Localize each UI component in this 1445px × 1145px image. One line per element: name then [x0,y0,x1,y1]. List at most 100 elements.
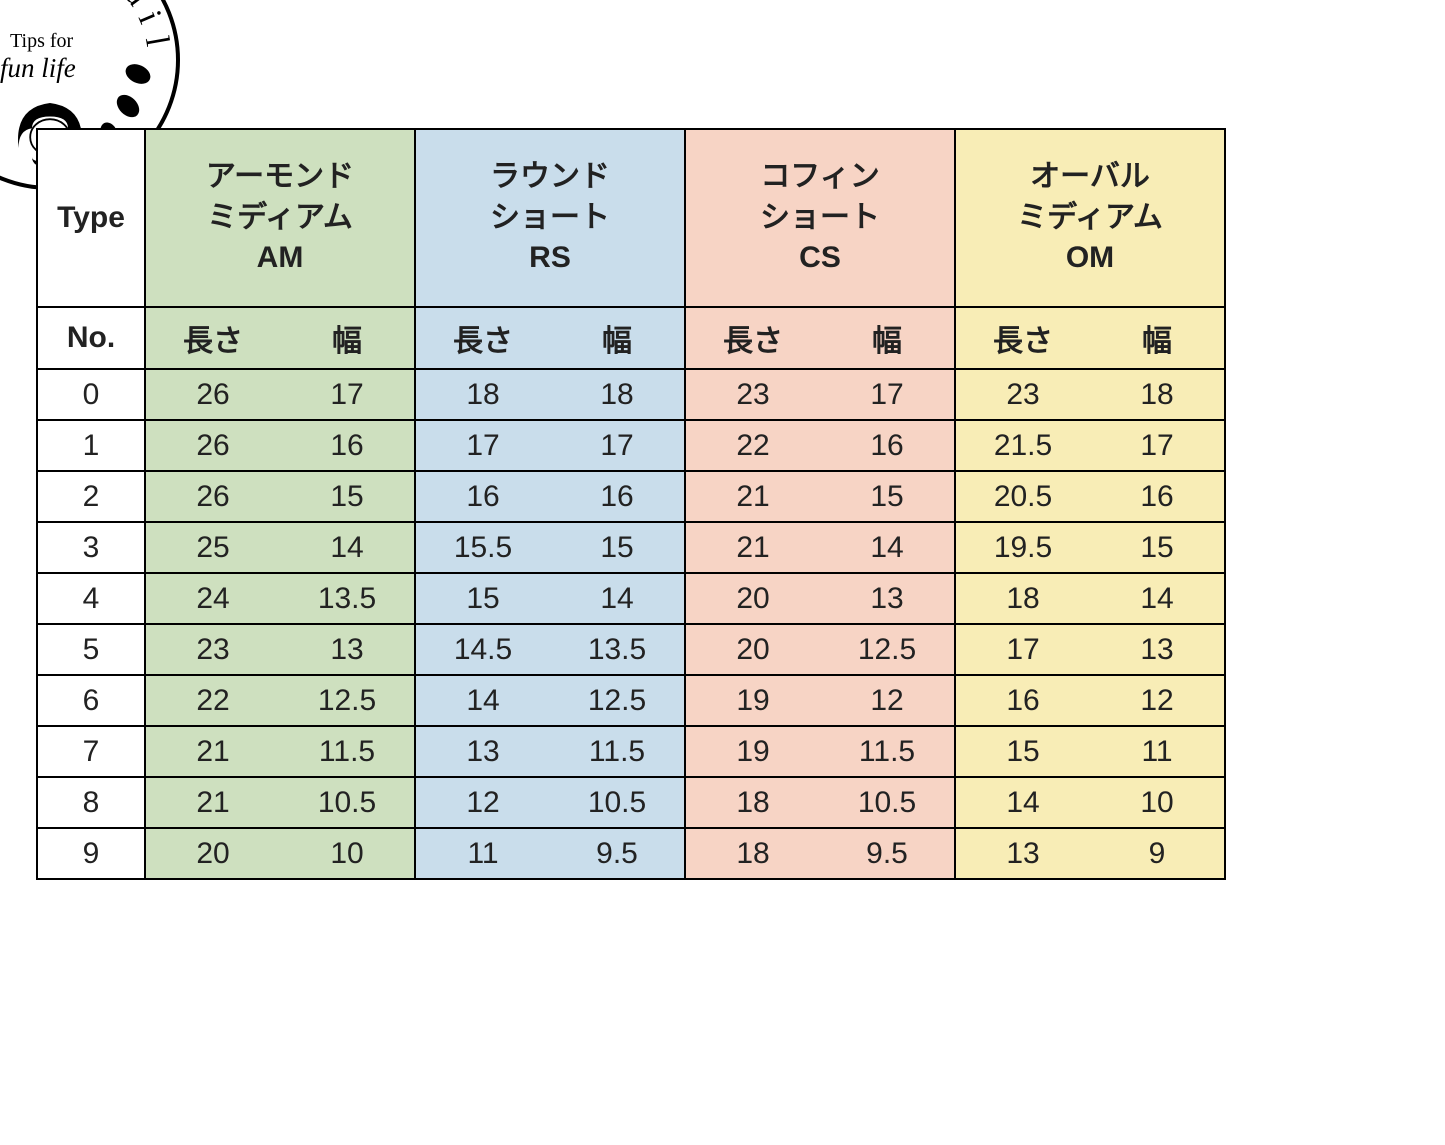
cell-length: 19 [685,675,820,726]
cell-length: 24 [145,573,280,624]
cell-length: 23 [685,369,820,420]
table-row: 126161717221621.517 [37,420,1225,471]
cell-width: 16 [820,420,955,471]
cell-width: 16 [1090,471,1225,522]
cell-length: 14.5 [415,624,550,675]
cell-length: 23 [955,369,1090,420]
type-code: AM [146,238,414,279]
cell-length: 11 [415,828,550,879]
cell-length: 21 [145,777,280,828]
cell-width: 14 [280,522,415,573]
type-code: CS [686,238,954,279]
length-header: 長さ [415,307,550,369]
cell-width: 15 [820,471,955,522]
cell-width: 10.5 [280,777,415,828]
cell-width: 18 [1090,369,1225,420]
cell-length: 15 [955,726,1090,777]
type-jp2: ミディアム [146,198,414,239]
cell-width: 13.5 [280,573,415,624]
cell-width: 11.5 [550,726,685,777]
type-code: RS [416,238,684,279]
row-no: 9 [37,828,145,879]
cell-length: 21 [145,726,280,777]
cell-length: 16 [415,471,550,522]
cell-length: 20 [685,624,820,675]
cell-length: 21.5 [955,420,1090,471]
cell-length: 17 [415,420,550,471]
type-jp1: オーバル [956,157,1224,198]
cell-length: 21 [685,522,820,573]
row-no: 2 [37,471,145,522]
cell-length: 20 [685,573,820,624]
cell-length: 26 [145,369,280,420]
cell-width: 12.5 [550,675,685,726]
cell-width: 11 [1090,726,1225,777]
type-header: Type [37,129,145,307]
table-row: 82110.51210.51810.51410 [37,777,1225,828]
cell-length: 13 [955,828,1090,879]
table-row: 3251415.515211419.515 [37,522,1225,573]
cell-width: 10.5 [550,777,685,828]
cell-width: 14 [550,573,685,624]
table-row: 92010119.5189.5139 [37,828,1225,879]
cell-width: 13 [820,573,955,624]
length-header: 長さ [955,307,1090,369]
table-row: 5231314.513.52012.51713 [37,624,1225,675]
cell-width: 14 [1090,573,1225,624]
table-row: 62212.51412.519121612 [37,675,1225,726]
cell-length: 15 [415,573,550,624]
logo-arc-char: l [137,33,176,49]
logo-tips-line2: fun life [0,53,76,84]
type-code: OM [956,238,1224,279]
size-chart-table-container: TypeアーモンドミディアムAMラウンドショートRSコフィンショートCSオーバル… [36,128,1222,880]
logo-tips-line1: Tips for [10,30,73,53]
cell-width: 18 [550,369,685,420]
cell-width: 14 [820,522,955,573]
length-header: 長さ [145,307,280,369]
width-header: 幅 [820,307,955,369]
row-no: 4 [37,573,145,624]
cell-length: 15.5 [415,522,550,573]
cell-width: 9.5 [550,828,685,879]
table-row: 42413.5151420131814 [37,573,1225,624]
cell-length: 26 [145,420,280,471]
type-jp2: ミディアム [956,198,1224,239]
cell-width: 12 [1090,675,1225,726]
type-col-header: ラウンドショートRS [415,129,685,307]
no-header: No. [37,307,145,369]
cell-width: 17 [820,369,955,420]
cell-length: 14 [955,777,1090,828]
type-jp1: アーモンド [146,157,414,198]
cell-width: 12 [820,675,955,726]
cell-width: 13.5 [550,624,685,675]
type-jp2: ショート [416,198,684,239]
size-chart-table: TypeアーモンドミディアムAMラウンドショートRSコフィンショートCSオーバル… [36,128,1226,880]
cell-length: 20 [145,828,280,879]
cell-length: 18 [955,573,1090,624]
cell-length: 16 [955,675,1090,726]
table-row: 02617181823172318 [37,369,1225,420]
cell-width: 15 [550,522,685,573]
cell-width: 9.5 [820,828,955,879]
length-header: 長さ [685,307,820,369]
cell-width: 13 [280,624,415,675]
logo-arc-char: i [130,6,169,30]
cell-width: 17 [280,369,415,420]
cell-length: 18 [415,369,550,420]
cell-width: 11.5 [820,726,955,777]
row-no: 5 [37,624,145,675]
row-no: 6 [37,675,145,726]
row-no: 1 [37,420,145,471]
cell-length: 23 [145,624,280,675]
cell-width: 13 [1090,624,1225,675]
type-jp2: ショート [686,198,954,239]
cell-length: 19 [685,726,820,777]
cell-width: 10 [1090,777,1225,828]
type-col-header: アーモンドミディアムAM [145,129,415,307]
width-header: 幅 [280,307,415,369]
cell-length: 22 [145,675,280,726]
cell-length: 18 [685,777,820,828]
width-header: 幅 [550,307,685,369]
cell-width: 10.5 [820,777,955,828]
type-col-header: オーバルミディアムOM [955,129,1225,307]
